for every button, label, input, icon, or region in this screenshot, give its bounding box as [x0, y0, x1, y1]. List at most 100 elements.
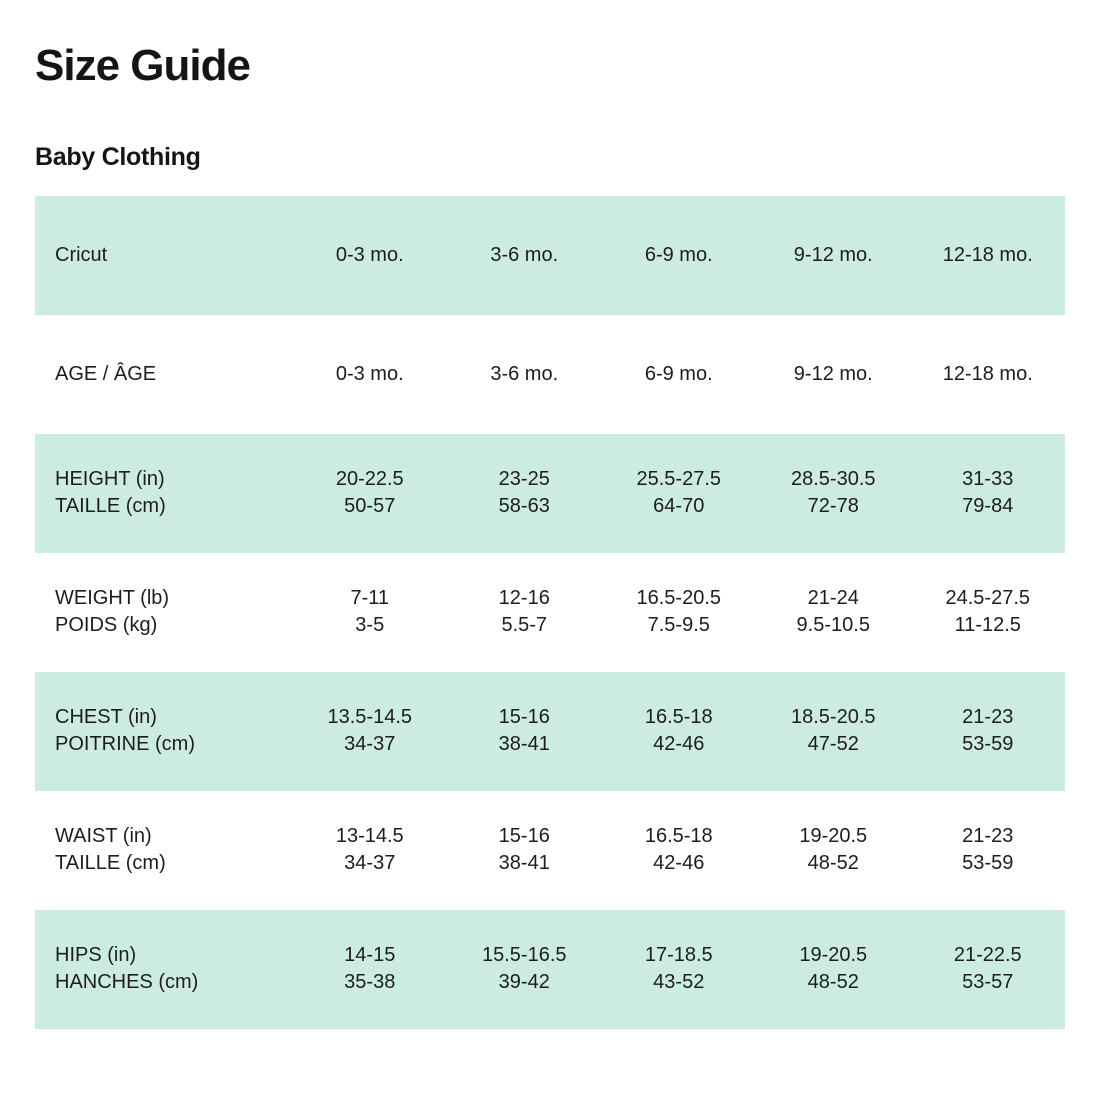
row-label-line: TAILLE (cm)	[55, 852, 166, 874]
row-label-line: AGE / ÂGE	[55, 362, 157, 385]
size-value-cell: 19-20.5 48-52	[756, 910, 911, 1029]
row-label-line: HEIGHT (in)	[55, 468, 165, 490]
size-value-cell: 13.5-14.5 34-37	[293, 672, 448, 791]
size-value-line: 53-59	[962, 733, 1014, 755]
size-value-cell: 7-11 3-5	[293, 553, 448, 672]
size-value-cell: 12-18 mo.	[911, 315, 1066, 434]
size-value-line: 12-16	[498, 587, 550, 609]
size-value-line: 3-5	[355, 614, 385, 636]
size-value-line: 21-24	[807, 587, 859, 609]
size-value-line: 25.5-27.5	[636, 468, 721, 490]
size-value-line: 21-23	[962, 825, 1014, 847]
size-value-cell: 12-16 5.5-7	[447, 553, 602, 672]
size-value-line: 21-22.5	[953, 944, 1022, 966]
size-table: Cricut 0-3 mo. 3-6 mo. 6-9 mo. 9-12 mo. 12-18…	[35, 195, 1066, 1029]
size-value-line: 28.5-30.5	[790, 468, 876, 490]
size-value-line: 20-22.5	[335, 468, 404, 490]
row-label-cell: Cricut	[35, 196, 293, 315]
row-label-cell: HIPS (in) HANCHES (cm)	[35, 910, 293, 1029]
size-value-line: 6-9 mo.	[644, 362, 713, 385]
row-label-line: Cricut	[55, 243, 108, 266]
size-value-cell: 0-3 mo.	[293, 196, 448, 315]
size-value-line: 42-46	[653, 733, 705, 755]
size-value-line: 12-18 mo.	[942, 243, 1033, 266]
row-label-cell: CHEST (in) POITRINE (cm)	[35, 672, 293, 791]
size-value-cell: 0-3 mo.	[293, 315, 448, 434]
size-value-line: 21-23	[962, 706, 1014, 728]
size-value-line: 24.5-27.5	[945, 587, 1030, 609]
row-label-cell: HEIGHT (in) TAILLE (cm)	[35, 434, 293, 553]
size-value-line: 72-78	[807, 495, 859, 517]
row-label-line: POIDS (kg)	[55, 614, 158, 636]
size-value-line: 15-16	[498, 825, 550, 847]
size-value-cell: 9-12 mo.	[756, 315, 911, 434]
size-value-line: 16.5-18	[644, 706, 713, 728]
row-label-line: WEIGHT (lb)	[55, 587, 170, 609]
size-value-line: 19-20.5	[799, 825, 868, 847]
size-value-line: 16.5-20.5	[636, 587, 721, 609]
size-value-line: 12-18 mo.	[942, 362, 1033, 385]
size-value-cell: 24.5-27.5 11-12.5	[911, 553, 1066, 672]
size-value-cell: 13-14.5 34-37	[293, 791, 448, 910]
size-value-line: 5.5-7	[501, 614, 548, 636]
size-value-cell: 15.5-16.5 39-42	[447, 910, 602, 1029]
size-value-cell: 19-20.5 48-52	[756, 791, 911, 910]
size-value-line: 43-52	[653, 971, 705, 993]
table-row: WEIGHT (lb) POIDS (kg) 7-11 3-5 12-16 5.5-7 16…	[35, 553, 1065, 672]
size-value-line: 64-70	[653, 495, 705, 517]
size-value-cell: 14-15 35-38	[293, 910, 448, 1029]
size-value-line: 48-52	[807, 971, 859, 993]
size-value-line: 38-41	[498, 733, 550, 755]
size-value-line: 18.5-20.5	[790, 706, 876, 728]
size-value-line: 48-52	[807, 852, 859, 874]
size-value-line: 13-14.5	[335, 825, 404, 847]
size-value-line: 38-41	[498, 852, 550, 874]
row-label-cell: WEIGHT (lb) POIDS (kg)	[35, 553, 293, 672]
size-value-line: 15-16	[498, 706, 550, 728]
size-value-line: 11-12.5	[954, 614, 1021, 636]
size-value-cell: 28.5-30.5 72-78	[756, 434, 911, 553]
size-value-line: 14-15	[344, 944, 396, 966]
row-label-cell: WAIST (in) TAILLE (cm)	[35, 791, 293, 910]
size-value-line: 9.5-10.5	[796, 614, 870, 636]
size-value-cell: 12-18 mo.	[911, 196, 1066, 315]
size-value-cell: 16.5-18 42-46	[602, 672, 757, 791]
page-title: Size Guide	[35, 41, 251, 90]
size-value-cell: 16.5-20.5 7.5-9.5	[602, 553, 757, 672]
size-value-cell: 21-23 53-59	[911, 791, 1066, 910]
size-value-line: 47-52	[807, 733, 859, 755]
size-value-cell: 18.5-20.5 47-52	[756, 672, 911, 791]
size-value-cell: 23-25 58-63	[447, 434, 602, 553]
row-label-line: TAILLE (cm)	[55, 495, 166, 517]
size-value-line: 53-57	[962, 971, 1014, 993]
size-guide-page: Size Guide Baby Clothing Cricut 0-3 mo. 3-…	[35, 41, 1066, 1029]
size-value-line: 42-46	[653, 852, 705, 874]
size-value-line: 9-12 mo.	[793, 362, 873, 385]
size-value-line: 34-37	[344, 852, 396, 874]
size-value-line: 19-20.5	[799, 944, 868, 966]
row-label-line: HANCHES (cm)	[55, 971, 199, 993]
size-value-cell: 21-24 9.5-10.5	[756, 553, 911, 672]
row-label-cell: AGE / ÂGE	[35, 315, 293, 434]
size-value-cell: 15-16 38-41	[447, 791, 602, 910]
size-value-line: 0-3 mo.	[335, 243, 404, 266]
size-value-cell: 17-18.5 43-52	[602, 910, 757, 1029]
size-value-line: 34-37	[344, 733, 396, 755]
size-value-cell: 21-22.5 53-57	[911, 910, 1066, 1029]
size-value-line: 7-11	[350, 587, 390, 609]
size-value-line: 50-57	[344, 495, 396, 517]
size-value-line: 31-33	[962, 468, 1014, 490]
size-value-line: 53-59	[962, 852, 1014, 874]
size-value-line: 58-63	[498, 495, 550, 517]
size-value-cell: 9-12 mo.	[756, 196, 911, 315]
row-label-line: WAIST (in)	[55, 825, 152, 847]
size-value-line: 16.5-18	[644, 825, 713, 847]
size-value-line: 13.5-14.5	[327, 706, 412, 728]
size-value-line: 23-25	[498, 468, 550, 490]
size-value-line: 3-6 mo.	[490, 243, 559, 266]
size-value-cell: 6-9 mo.	[602, 196, 757, 315]
section-title: Baby Clothing	[35, 143, 201, 171]
size-value-line: 7.5-9.5	[647, 614, 710, 636]
size-value-line: 0-3 mo.	[335, 362, 404, 385]
size-value-line: 35-38	[344, 971, 396, 993]
